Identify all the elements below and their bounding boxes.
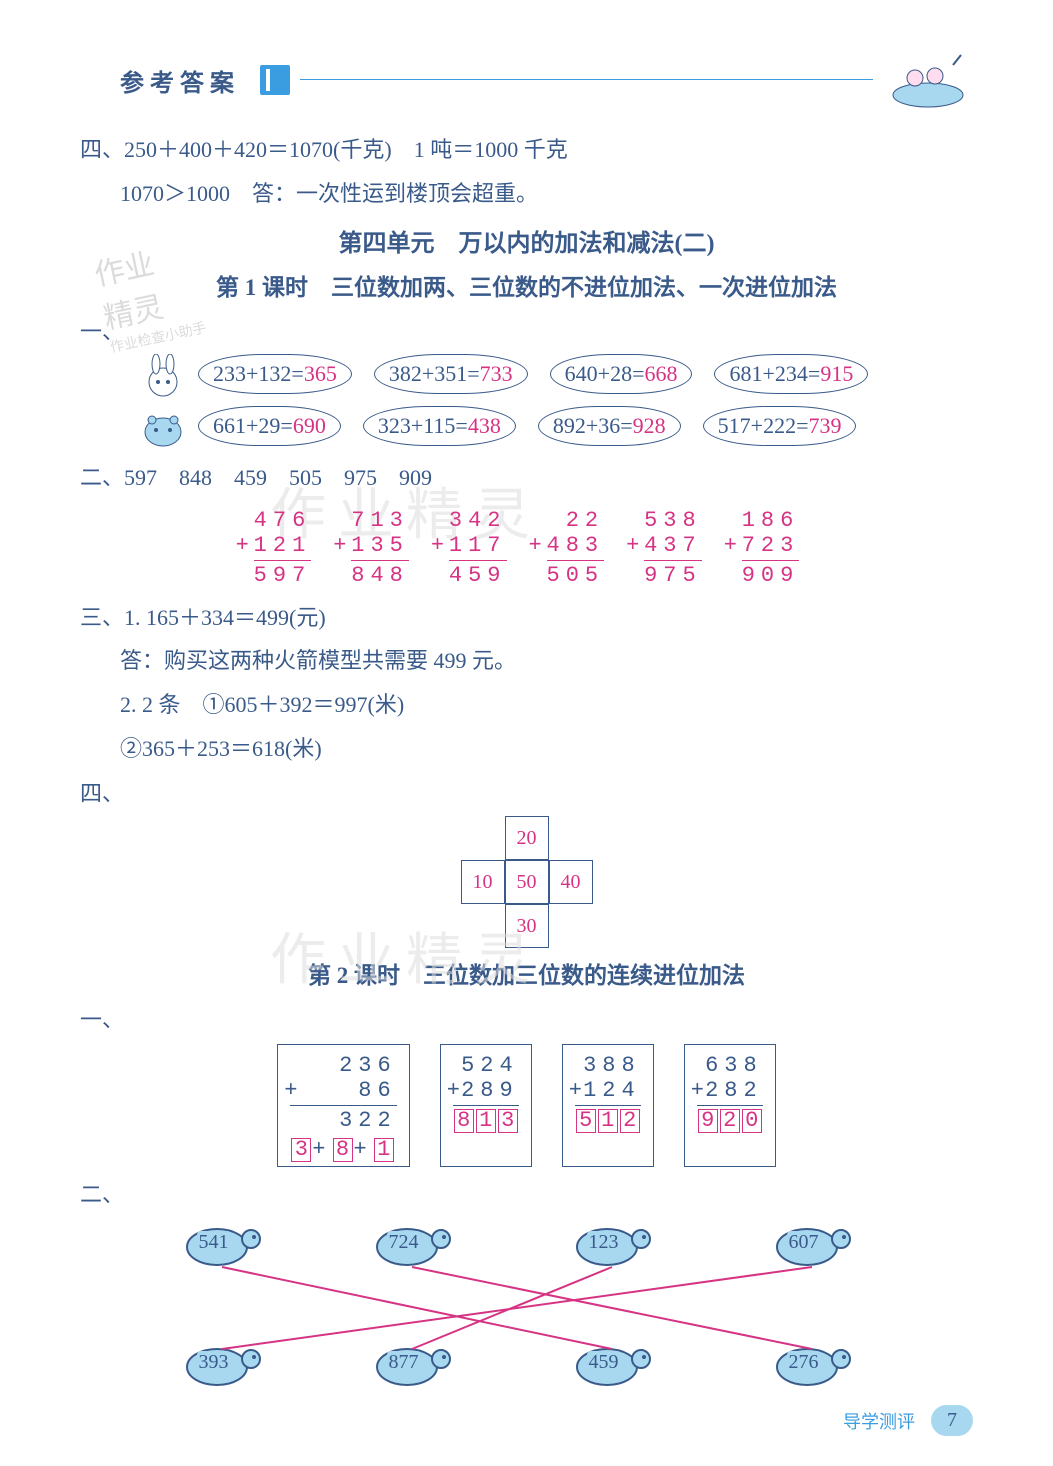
header-rule (300, 79, 873, 81)
l1s4-label: 四、 (80, 776, 973, 808)
vertical-addition: 538+437975 (644, 508, 702, 588)
vertical-addition: 476+121597 (254, 508, 312, 588)
turtle-matching: 541 724 123 607 393 877 459 276 (167, 1219, 887, 1439)
l1s3-l3: ②365＋253＝618(米) (80, 729, 973, 769)
bubble: 233+132=365 (198, 354, 352, 394)
l2s2-label: 二、 (80, 1177, 973, 1209)
bubble-row-1: 233+132=365 382+351=733 640+28=668 681+2… (140, 354, 973, 400)
cell-left: 10 (461, 860, 505, 904)
bubble-row-2: 661+29=690 323+115=438 892+36=928 517+22… (140, 406, 973, 452)
bubble: 517+222=739 (703, 406, 857, 446)
cell-right: 40 (549, 860, 593, 904)
l1s2: 二、597 848 459 505 975 909 (80, 458, 973, 498)
bubble: 323+115=438 (363, 406, 516, 446)
lesson2-title: 第 2 课时 三位数加三位数的连续进位加法 (80, 956, 973, 990)
header-badge-icon (260, 65, 290, 95)
bubble: 661+29=690 (198, 406, 341, 446)
l1s1-label: 一、 (80, 314, 973, 346)
footer-label: 导学测评 (843, 1408, 915, 1434)
cell-center: 50 (505, 860, 549, 904)
unit-title: 第四单元 万以内的加法和减法(二) (80, 223, 973, 258)
children-boat-icon (883, 50, 973, 110)
vertical-addition: 713+135848 (351, 508, 409, 588)
p4-line2: 1070＞1000 答：一次性运到楼顶会超重。 (80, 174, 973, 214)
bubble: 382+351=733 (374, 354, 528, 394)
vertical-addition-box: 524+289 813 (440, 1044, 532, 1167)
lesson1-title: 第 1 课时 三位数加两、三位数的不进位加法、一次进位加法 (80, 268, 973, 302)
page-header: 参考答案 (80, 50, 973, 110)
vertical-addition-box: 638+282 920 (684, 1044, 776, 1167)
vertical-addition-box: 236+86322 3+8+1 (277, 1044, 409, 1167)
p4-line1: 四、250＋400＋420＝1070(千克) 1 吨＝1000 千克 (80, 130, 973, 170)
l2s1-label: 一、 (80, 1002, 973, 1034)
vertical-addition: 342+117459 (449, 508, 507, 588)
bubble: 681+234=915 (714, 354, 868, 394)
cell-bottom: 30 (505, 904, 549, 948)
vertical-addition: 186+723909 (742, 508, 800, 588)
matching-lines-icon (167, 1219, 887, 1419)
rabbit-icon (140, 354, 186, 400)
vform-box-row: 236+86322 3+8+1 524+289 813 388+124 512 … (80, 1044, 973, 1167)
l1s3-ans1: 答：购买这两种火箭模型共需要 499 元。 (80, 641, 973, 681)
page-number: 7 (931, 1405, 973, 1436)
cell-top: 20 (505, 816, 549, 860)
bubble: 892+36=928 (538, 406, 681, 446)
vertical-addition-box: 388+124 512 (562, 1044, 654, 1167)
header-title: 参考答案 (120, 63, 240, 98)
bubble: 640+28=668 (550, 354, 693, 394)
cross-grid: 20 105040 30 (461, 816, 593, 948)
page-footer: 导学测评 7 (843, 1405, 973, 1436)
l1s3-l2: 2. 2 条 ①605＋392＝997(米) (80, 685, 973, 725)
vertical-addition: 22+483505 (547, 508, 605, 588)
l1s3-l1: 三、1. 165＋334＝499(元) (80, 598, 973, 638)
vform-row: 476+121597 713+135848 342+117459 22+4835… (80, 508, 973, 588)
hippo-icon (140, 406, 186, 452)
